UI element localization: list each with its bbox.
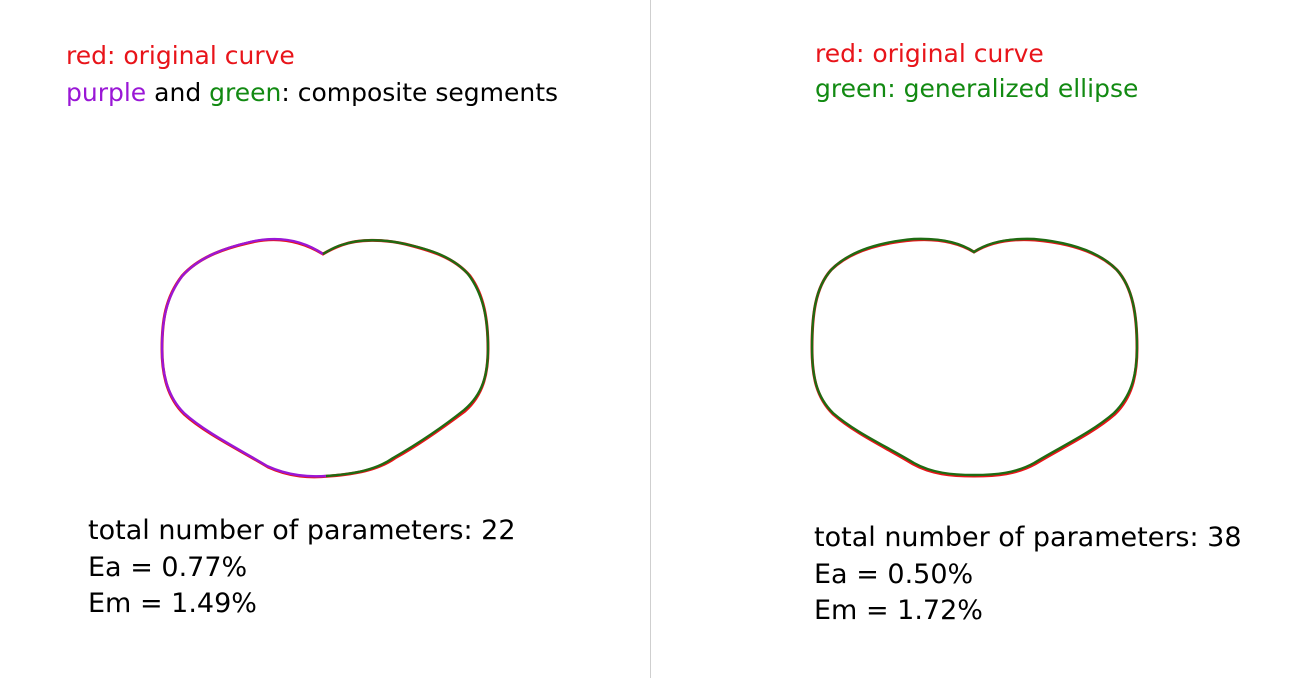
right-panel: red: original curve green: generalized e…	[651, 0, 1300, 678]
right-curve-plot	[810, 237, 1139, 478]
legend-rest: : composite segments	[281, 78, 559, 107]
right-generalized-ellipse	[810, 237, 1139, 477]
right-legend-red: red: original curve	[815, 39, 1044, 68]
legend-and-word: and	[146, 78, 210, 107]
left-legend-red: red: original curve	[66, 41, 295, 70]
right-param-count: total number of parameters: 38	[814, 522, 1242, 553]
right-ea-value: Ea = 0.50%	[814, 559, 974, 590]
left-original-curve	[160, 238, 490, 479]
left-ea-value: Ea = 0.77%	[88, 552, 248, 583]
legend-purple-word: purple	[66, 78, 147, 107]
left-param-count: total number of parameters: 22	[88, 515, 516, 546]
right-legend-green: green: generalized ellipse	[815, 74, 1139, 103]
left-panel: red: original curve purple and green: co…	[66, 41, 559, 619]
right-original-curve	[810, 238, 1139, 478]
right-em-value: Em = 1.72%	[814, 595, 983, 626]
legend-green-word: green	[209, 78, 282, 107]
left-em-value: Em = 1.49%	[88, 588, 257, 619]
left-legend-composite: purple and green: composite segments	[66, 78, 558, 108]
panel-divider	[650, 0, 651, 678]
left-green-segment	[322, 239, 490, 478]
left-curve-plot	[160, 237, 490, 479]
left-purple-segment	[160, 237, 327, 478]
